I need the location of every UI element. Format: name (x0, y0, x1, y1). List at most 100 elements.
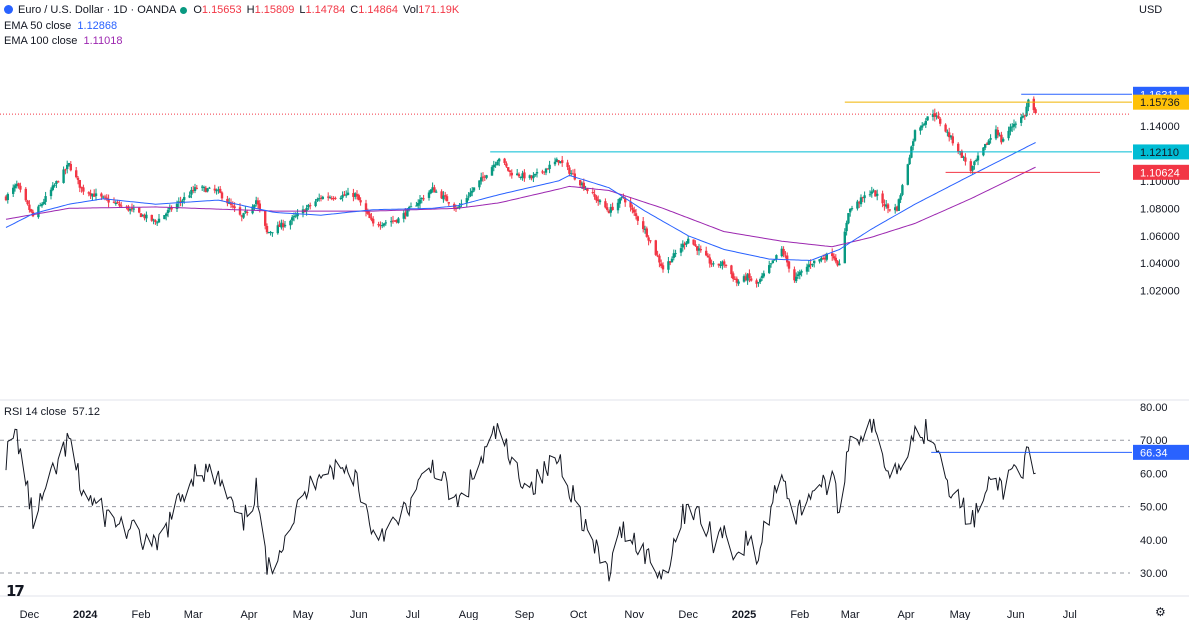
candle (850, 205, 854, 211)
candle-body (926, 116, 929, 121)
candle (80, 186, 83, 193)
candle (606, 203, 609, 212)
candle-body (591, 192, 594, 194)
candle (1011, 123, 1014, 132)
candle (105, 194, 108, 201)
candle (309, 202, 312, 210)
candle-body (687, 238, 690, 244)
candle (1012, 119, 1016, 131)
candle-body (309, 205, 312, 207)
candle (1020, 114, 1023, 127)
candle-body (440, 191, 443, 199)
candle (427, 190, 431, 201)
candle-body (114, 203, 117, 205)
candle (611, 202, 614, 211)
candle (796, 271, 800, 279)
candle-body (946, 131, 949, 133)
candle-body (874, 190, 877, 197)
candle-body (773, 259, 776, 261)
candle (634, 208, 638, 220)
candle (339, 195, 342, 200)
candle-body (503, 158, 506, 163)
candle (318, 193, 321, 202)
candle (847, 212, 850, 225)
currency-label[interactable]: USD (1139, 4, 1163, 16)
candle-body (795, 276, 798, 282)
candle-body (645, 228, 648, 237)
candle-body (472, 187, 476, 191)
candle (478, 180, 481, 190)
candle-body (307, 204, 310, 208)
candle (964, 153, 967, 166)
time-tick-label: Mar (184, 609, 203, 620)
candle-body (132, 208, 135, 210)
ema100-label: EMA 100 close (4, 35, 78, 47)
candle-body (168, 207, 171, 210)
candle (870, 186, 873, 198)
candle-body (604, 201, 607, 208)
candle (805, 263, 809, 275)
candle (30, 208, 33, 214)
candle (595, 194, 598, 203)
candle-body (105, 197, 108, 199)
candle-body (962, 156, 965, 158)
candle-body (193, 187, 197, 191)
symbol-title[interactable]: Euro / U.S. Dollar · 1D · OANDA (18, 4, 177, 16)
candle-body (485, 175, 488, 178)
level-tag-label: 1.15736 (1140, 97, 1180, 109)
candle (471, 187, 474, 197)
candle-body (742, 276, 746, 282)
candle-body (267, 232, 270, 234)
candle-body (517, 174, 521, 177)
candle-body (699, 249, 702, 251)
candle-body (130, 207, 134, 209)
candle-body (339, 197, 342, 199)
candle-body (175, 203, 179, 209)
level-tag-label: 1.10624 (1140, 167, 1180, 179)
candle (17, 182, 20, 189)
candle-body (507, 167, 510, 171)
candle-body (229, 202, 233, 205)
candle-body (541, 171, 544, 173)
candle (899, 193, 902, 204)
candle (442, 191, 445, 203)
candle (933, 108, 936, 122)
candle (793, 266, 796, 283)
candle (379, 221, 382, 230)
low-value: 1.14784 (305, 4, 346, 16)
candle-body (762, 273, 765, 277)
rsi-legend[interactable]: RSI 14 close 57.12 (4, 406, 100, 419)
candle (24, 187, 27, 202)
candle-body (823, 257, 827, 260)
ema50-value: 1.12868 (77, 20, 118, 32)
ema50-legend[interactable]: EMA 50 close 1.12868 (4, 20, 117, 33)
candle-body (888, 209, 891, 211)
candle-body (100, 193, 103, 197)
candle (354, 192, 357, 200)
candle-body (368, 213, 371, 219)
candle-body (832, 256, 836, 259)
rsi-value: 57.12 (72, 406, 101, 418)
candle-body (809, 263, 812, 265)
candle (571, 169, 575, 175)
candle (13, 183, 17, 192)
candle (406, 207, 409, 217)
settings-gear-icon[interactable]: ⚙ (1155, 605, 1166, 619)
candle-body (636, 216, 639, 221)
candle-body (269, 231, 272, 233)
candle (732, 271, 735, 282)
candle (166, 207, 170, 218)
candle (1000, 131, 1003, 145)
candle-body (334, 197, 337, 199)
candle (143, 213, 146, 221)
candle (447, 201, 450, 207)
tradingview-logo-icon[interactable]: 17 (6, 582, 25, 600)
candle (433, 184, 436, 193)
candle (154, 219, 157, 225)
close-value: 1.14864 (358, 4, 398, 16)
ema100-legend[interactable]: EMA 100 close 1.11018 (4, 35, 122, 48)
candle-body (901, 185, 904, 195)
candle (629, 197, 632, 212)
candle-body (402, 213, 405, 219)
time-tick-label: Dec (20, 609, 40, 620)
